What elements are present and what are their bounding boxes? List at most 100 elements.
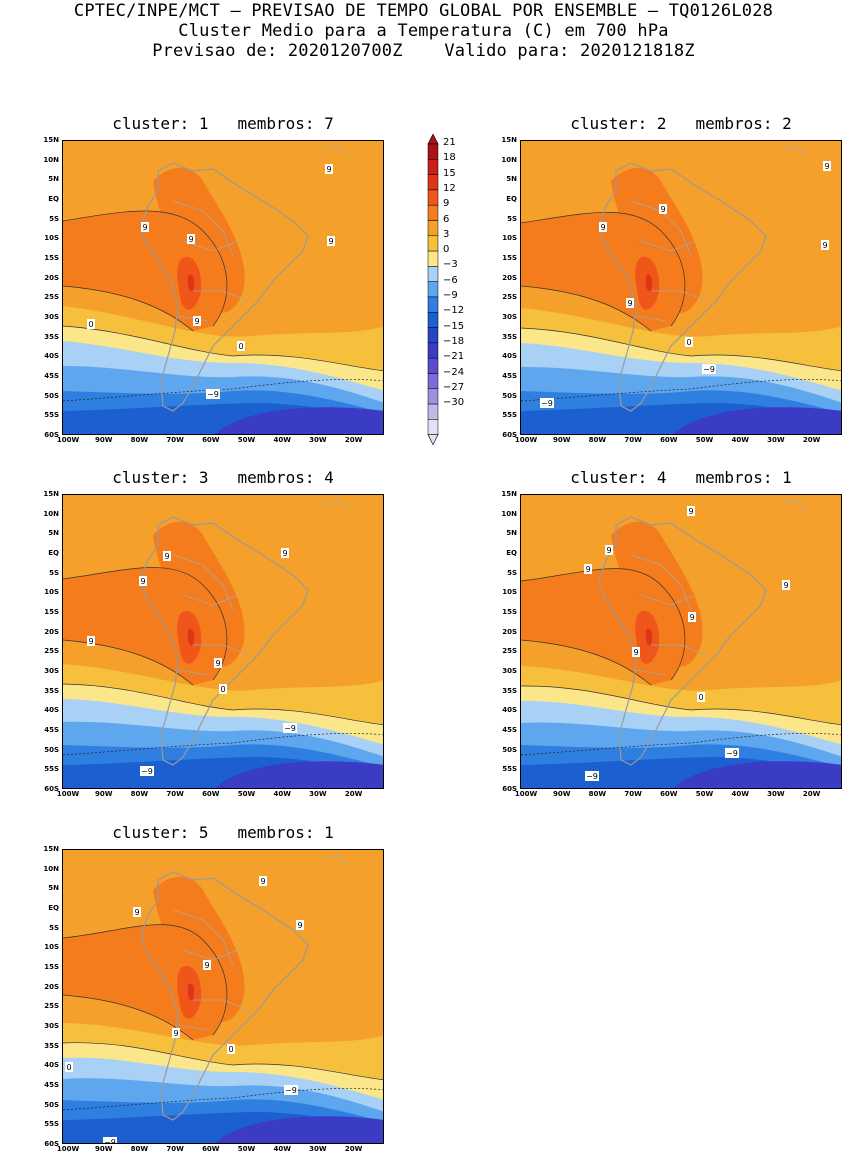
cluster-label: cluster: — [112, 823, 190, 842]
contour-label: −9 — [702, 364, 716, 374]
contour-label: 9 — [133, 907, 141, 917]
longitude-tick-label: 60W — [202, 436, 220, 444]
longitude-tick-label: 80W — [130, 1145, 149, 1153]
svg-text:−9: −9 — [284, 724, 296, 733]
latitude-tick-label: 10S — [502, 588, 517, 597]
members-count: 4 — [324, 468, 334, 487]
longitude-tick-label: 30W — [309, 790, 327, 798]
temperature-field: 9 9 9 9 9 0 0 −9 −9 — [63, 850, 383, 1143]
cluster-number: 1 — [198, 114, 209, 133]
latitude-tick-label: 35S — [502, 332, 517, 341]
contour-label: 9 — [584, 564, 592, 574]
latitude-tick-label: 35S — [44, 332, 59, 341]
contour-label: 9 — [259, 876, 267, 886]
longitude-tick-label: 90W — [552, 436, 571, 444]
svg-text:9: 9 — [822, 241, 827, 250]
colorbar-label: −3 — [443, 259, 458, 271]
contour-label: −9 — [540, 398, 554, 408]
longitude-tick-label: 20W — [344, 436, 363, 444]
colorbar-label: 18 — [443, 152, 456, 164]
svg-text:9: 9 — [783, 581, 788, 590]
colorbar-top-arrow — [427, 134, 439, 145]
colorbar-swatch — [427, 357, 439, 374]
contour-label: 9 — [141, 222, 149, 232]
contour-label: 9 — [139, 576, 147, 586]
contour-label: 9 — [599, 222, 607, 232]
svg-text:9: 9 — [142, 223, 147, 232]
contour-label: 9 — [203, 960, 211, 970]
latitude-tick-label: 60S — [44, 431, 59, 439]
latitude-tick-label: 35S — [502, 686, 517, 695]
contour-label: 9 — [187, 234, 195, 244]
latitude-tick-label: 25S — [44, 647, 59, 656]
members-label: membros: — [237, 114, 315, 133]
latitude-tick-label: 5S — [507, 214, 517, 223]
colorbar-swatch — [427, 296, 439, 313]
contour-label: 0 — [697, 692, 705, 702]
latitude-tick-label: 45S — [44, 1081, 59, 1089]
colorbar-swatch — [427, 159, 439, 175]
header-variable: Cluster Medio para a Temperatura (C) em … — [178, 21, 669, 41]
colorbar-label: −30 — [443, 397, 465, 409]
contour-label: 9 — [163, 551, 171, 561]
svg-text:−9: −9 — [726, 749, 738, 758]
svg-text:9: 9 — [194, 317, 199, 326]
contour-label: 9 — [821, 240, 829, 250]
svg-text:9: 9 — [204, 961, 209, 970]
latitude-tick-label: 25S — [502, 293, 517, 302]
cluster-number: 2 — [656, 114, 667, 133]
longitude-tick-label: 20W — [344, 1145, 363, 1153]
latitude-tick-label: 5S — [507, 568, 517, 577]
svg-text:0: 0 — [228, 1045, 233, 1054]
contour-label: −9 — [585, 771, 599, 781]
longitude-tick-label: 50W — [237, 1145, 256, 1153]
latitude-tick-label: 55S — [44, 765, 59, 774]
longitude-tick-label: 60W — [660, 436, 678, 444]
contour-label: 9 — [626, 298, 634, 308]
latitude-tick-label: 45S — [502, 726, 517, 734]
colorbar-label: −12 — [443, 305, 465, 317]
colorbar-label: −18 — [443, 335, 465, 347]
svg-text:9: 9 — [188, 235, 193, 244]
longitude-tick-label: 40W — [273, 436, 291, 444]
longitude-tick-label: 90W — [94, 790, 113, 798]
cluster-number: 4 — [656, 468, 667, 487]
cluster-label: cluster: — [570, 468, 648, 487]
colorbar-swatch — [427, 388, 439, 405]
svg-text:9: 9 — [215, 659, 220, 668]
latitude-tick-label: 50S — [44, 1100, 59, 1109]
colorbar-swatch — [427, 327, 439, 344]
latitude-tick-label: 60S — [44, 1140, 59, 1148]
latitude-tick-label: 40S — [502, 352, 517, 361]
latitude-tick-label: 55S — [44, 1120, 59, 1129]
svg-text:−9: −9 — [141, 767, 153, 776]
contour-label: 9 — [296, 920, 304, 930]
header-dates: Previsao de: 2020120700Z Valido para: 20… — [152, 41, 695, 61]
contour-label: 9 — [327, 236, 335, 246]
colorbar-label: −27 — [443, 381, 465, 393]
latitude-tick-label: 40S — [44, 1061, 59, 1070]
longitude-tick-label: 40W — [731, 436, 749, 444]
longitude-tick-label: 30W — [309, 436, 327, 444]
svg-text:9: 9 — [689, 613, 694, 622]
colorbar-swatch — [427, 373, 439, 390]
colorbar-swatch — [427, 403, 439, 420]
colorbar-swatch — [427, 174, 439, 191]
latitude-tick-label: 35S — [44, 1041, 59, 1050]
members-count: 7 — [324, 114, 334, 133]
latitude-tick-label: 60S — [44, 785, 59, 793]
longitude-tick-label: 100W — [56, 1145, 80, 1153]
svg-text:0: 0 — [686, 338, 691, 347]
longitude-tick-label: 80W — [130, 790, 149, 798]
svg-text:0: 0 — [88, 320, 93, 329]
longitude-tick-label: 70W — [166, 1145, 184, 1153]
longitude-tick-label: 60W — [202, 1145, 220, 1153]
svg-text:9: 9 — [326, 165, 331, 174]
map-panel: 9 9 9 9 9 0 −9 −9 — [520, 140, 842, 435]
latitude-tick-label: 30S — [502, 667, 517, 675]
colorbar-label: −15 — [443, 320, 465, 332]
colorbar-swatch — [427, 220, 439, 237]
members-label: membros: — [237, 468, 315, 487]
latitude-tick-label: 20S — [44, 273, 59, 282]
contour-label: −9 — [725, 748, 739, 758]
